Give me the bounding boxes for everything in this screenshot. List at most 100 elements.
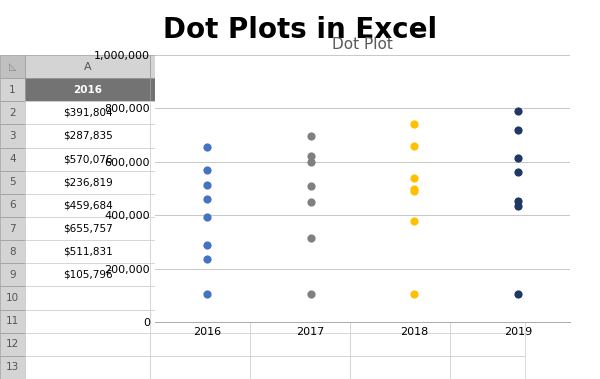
- Point: [410, 121, 419, 127]
- Text: $511,831: $511,831: [62, 247, 112, 257]
- FancyBboxPatch shape: [250, 356, 350, 379]
- Point: [410, 218, 419, 224]
- FancyBboxPatch shape: [0, 171, 25, 194]
- FancyBboxPatch shape: [250, 217, 350, 240]
- FancyBboxPatch shape: [350, 78, 450, 101]
- Point: [514, 197, 523, 204]
- FancyBboxPatch shape: [350, 287, 450, 310]
- FancyBboxPatch shape: [350, 240, 450, 263]
- Point: [410, 291, 419, 297]
- FancyBboxPatch shape: [0, 356, 25, 379]
- Point: [202, 291, 212, 297]
- Point: [514, 155, 523, 161]
- Text: 5: 5: [9, 177, 16, 187]
- Text: D: D: [396, 61, 404, 72]
- Text: Dot Plots in Excel: Dot Plots in Excel: [163, 16, 437, 44]
- FancyBboxPatch shape: [350, 124, 450, 147]
- FancyBboxPatch shape: [150, 217, 250, 240]
- FancyBboxPatch shape: [450, 194, 525, 217]
- FancyBboxPatch shape: [150, 78, 250, 101]
- FancyBboxPatch shape: [25, 217, 150, 240]
- Text: $435,338: $435,338: [175, 108, 225, 118]
- FancyBboxPatch shape: [25, 101, 150, 124]
- FancyBboxPatch shape: [0, 55, 25, 78]
- Point: [306, 153, 316, 160]
- FancyBboxPatch shape: [150, 356, 250, 379]
- Text: 13: 13: [6, 362, 19, 373]
- FancyBboxPatch shape: [450, 263, 525, 287]
- FancyBboxPatch shape: [0, 333, 25, 356]
- Text: 2016: 2016: [73, 85, 102, 95]
- FancyBboxPatch shape: [250, 78, 350, 101]
- FancyBboxPatch shape: [25, 333, 150, 356]
- FancyBboxPatch shape: [450, 240, 525, 263]
- Text: B: B: [196, 61, 204, 72]
- Point: [202, 215, 212, 221]
- Text: $105,796: $105,796: [62, 270, 112, 280]
- Text: 7: 7: [9, 224, 16, 233]
- FancyBboxPatch shape: [25, 287, 150, 310]
- FancyBboxPatch shape: [450, 356, 525, 379]
- FancyBboxPatch shape: [350, 310, 450, 333]
- Point: [410, 185, 419, 191]
- FancyBboxPatch shape: [250, 240, 350, 263]
- FancyBboxPatch shape: [150, 310, 250, 333]
- Text: Spacing 1: Spacing 1: [458, 85, 517, 95]
- FancyBboxPatch shape: [150, 194, 250, 217]
- Text: 2017: 2017: [185, 85, 215, 95]
- FancyBboxPatch shape: [0, 217, 25, 240]
- FancyBboxPatch shape: [25, 55, 150, 78]
- Point: [306, 133, 316, 139]
- Text: 9: 9: [9, 270, 16, 280]
- FancyBboxPatch shape: [450, 287, 525, 310]
- FancyBboxPatch shape: [350, 55, 450, 78]
- FancyBboxPatch shape: [250, 171, 350, 194]
- FancyBboxPatch shape: [0, 147, 25, 171]
- Text: 8: 8: [9, 247, 16, 257]
- FancyBboxPatch shape: [250, 287, 350, 310]
- Point: [514, 127, 523, 133]
- Text: $570,076: $570,076: [63, 154, 112, 164]
- Point: [202, 182, 212, 188]
- FancyBboxPatch shape: [250, 194, 350, 217]
- Title: Dot Plot: Dot Plot: [332, 38, 393, 52]
- Text: 2: 2: [9, 108, 16, 118]
- FancyBboxPatch shape: [25, 263, 150, 287]
- FancyBboxPatch shape: [150, 263, 250, 287]
- Point: [306, 183, 316, 189]
- Point: [514, 108, 523, 114]
- FancyBboxPatch shape: [250, 263, 350, 287]
- Text: $655,757: $655,757: [62, 224, 112, 233]
- Point: [202, 242, 212, 248]
- Text: ◺: ◺: [9, 61, 16, 72]
- Point: [410, 188, 419, 194]
- FancyBboxPatch shape: [25, 310, 150, 333]
- Text: 12: 12: [6, 339, 19, 349]
- Point: [306, 235, 316, 241]
- FancyBboxPatch shape: [150, 287, 250, 310]
- Point: [202, 196, 212, 202]
- Point: [306, 291, 316, 297]
- FancyBboxPatch shape: [450, 101, 525, 124]
- Text: 6: 6: [9, 200, 16, 210]
- Text: $537,455: $537,455: [375, 108, 425, 118]
- FancyBboxPatch shape: [450, 217, 525, 240]
- FancyBboxPatch shape: [0, 124, 25, 147]
- Text: $483,709: $483,709: [275, 108, 325, 118]
- FancyBboxPatch shape: [350, 263, 450, 287]
- FancyBboxPatch shape: [150, 101, 250, 124]
- Point: [514, 169, 523, 175]
- Text: $459,684: $459,684: [62, 200, 112, 210]
- Point: [306, 199, 316, 205]
- FancyBboxPatch shape: [450, 124, 525, 147]
- FancyBboxPatch shape: [450, 78, 525, 101]
- FancyBboxPatch shape: [250, 147, 350, 171]
- FancyBboxPatch shape: [450, 310, 525, 333]
- FancyBboxPatch shape: [25, 240, 150, 263]
- FancyBboxPatch shape: [25, 124, 150, 147]
- FancyBboxPatch shape: [0, 310, 25, 333]
- Text: C: C: [296, 61, 304, 72]
- Point: [514, 291, 523, 297]
- FancyBboxPatch shape: [450, 55, 525, 78]
- FancyBboxPatch shape: [0, 287, 25, 310]
